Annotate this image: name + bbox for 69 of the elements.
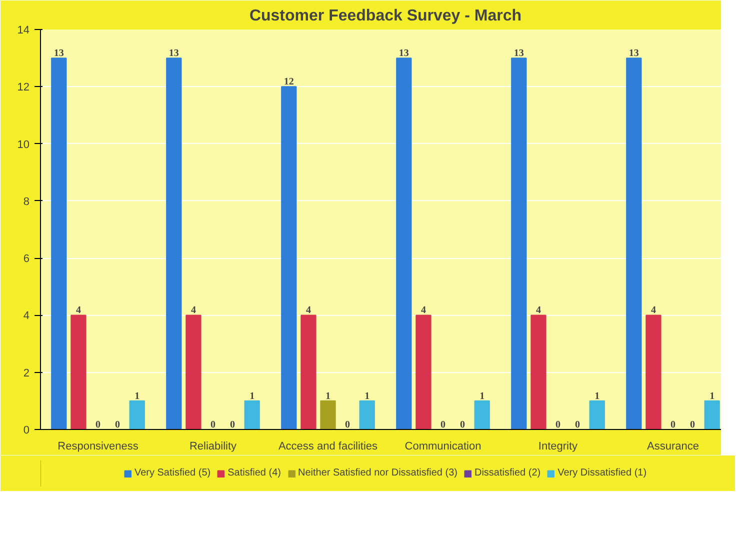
bar	[281, 86, 297, 430]
data-label: 0	[115, 420, 120, 430]
y-tick-label: 10	[17, 138, 30, 151]
legend-label: Dissatisfied (2)	[474, 468, 541, 478]
data-label: 1	[594, 390, 600, 402]
data-label: 4	[420, 305, 426, 316]
data-label: 12	[284, 76, 294, 88]
data-label: 1	[710, 390, 715, 402]
data-label: 1	[134, 390, 140, 402]
data-label: 4	[650, 305, 656, 316]
legend-label: Neither Satisfied nor Dissatisfied (3)	[298, 468, 458, 478]
legend-label: Very Dissatisfied (1)	[558, 468, 647, 478]
x-tick-label: Reliability	[189, 440, 238, 452]
x-tick-label: Responsiveness	[58, 440, 139, 452]
y-tick-label: 4	[23, 310, 30, 322]
data-label: 13	[54, 48, 64, 60]
x-tick-label: Assurance	[647, 440, 699, 452]
data-label: 13	[168, 48, 179, 60]
y-tick-label: 0	[23, 424, 30, 436]
bar	[51, 58, 67, 430]
data-label: 0	[556, 420, 560, 430]
data-label: 0	[460, 420, 466, 430]
x-tick-label: Communication	[404, 440, 482, 452]
bar	[646, 314, 662, 430]
x-tick-label: Integrity	[538, 440, 578, 452]
legend-label: Very Satisfied (5)	[134, 468, 211, 478]
data-label: 1	[250, 390, 255, 402]
y-tick-label: 14	[17, 24, 30, 36]
data-label: 4	[536, 305, 541, 316]
data-label: 13	[628, 48, 639, 60]
y-tick-label: 8	[23, 196, 30, 208]
data-label: 4	[190, 305, 196, 316]
data-label: 0	[690, 420, 696, 430]
x-tick-label: Access and facilities	[278, 440, 378, 452]
bar	[166, 58, 182, 430]
bar	[70, 314, 86, 430]
bar	[244, 400, 260, 430]
data-label: 0	[96, 420, 100, 430]
data-label: 0	[670, 420, 676, 430]
data-label: 0	[575, 420, 580, 430]
data-label: 4	[76, 305, 81, 316]
bar	[474, 400, 490, 430]
y-tick-label: 6	[23, 253, 30, 266]
y-tick-label: 2	[23, 367, 30, 380]
bar	[416, 314, 432, 430]
data-label: 1	[480, 390, 485, 402]
bar	[530, 314, 546, 430]
bar	[300, 314, 316, 430]
bar	[359, 400, 375, 430]
data-label: 13	[398, 48, 409, 60]
data-label: 0	[210, 420, 216, 430]
bar	[129, 400, 145, 430]
bar	[320, 400, 336, 430]
data-label: 0	[440, 420, 446, 430]
chart-title: Customer Feedback Survey - March	[249, 8, 522, 24]
data-label: 0	[230, 420, 236, 430]
data-label: 1	[364, 390, 370, 402]
bar	[511, 58, 527, 430]
data-label: 13	[514, 48, 524, 60]
data-label: 4	[306, 305, 311, 316]
bar	[186, 314, 202, 430]
bar	[396, 58, 412, 430]
legend-label: Satisfied (4)	[228, 468, 281, 478]
bar	[589, 400, 605, 430]
bar	[704, 400, 720, 430]
data-label: 1	[326, 390, 330, 402]
data-label: 0	[345, 420, 350, 430]
y-tick-label: 12	[17, 82, 30, 94]
bar	[626, 58, 642, 430]
